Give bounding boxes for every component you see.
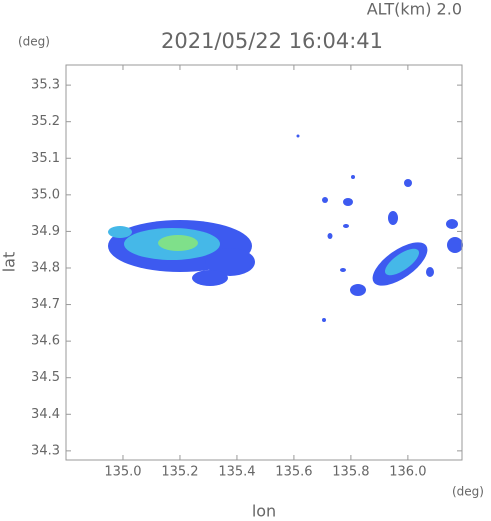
- y-tick-label: 35.2: [31, 114, 60, 129]
- echoes: [108, 134, 463, 322]
- plot-frame: [65, 64, 463, 461]
- x-tick-label: 135.4: [218, 465, 255, 480]
- y-tick-label: 35.0: [31, 187, 60, 202]
- altitude-label: ALT(km) 2.0: [367, 0, 462, 19]
- y-tick-label: 34.7: [31, 297, 60, 312]
- x-tick-label: 135.0: [104, 465, 141, 480]
- y-tick-label: 34.9: [31, 224, 60, 239]
- x-tick-label: 135.6: [275, 465, 312, 480]
- y-axis-label: lat: [0, 252, 19, 273]
- y-tick-label: 34.8: [31, 260, 60, 275]
- x-tick-label: 136.0: [389, 465, 426, 480]
- x-axis-label: lon: [252, 502, 276, 521]
- x-unit: (deg): [452, 485, 484, 499]
- y-tick-label: 35.1: [31, 151, 60, 166]
- y-unit: (deg): [18, 35, 50, 49]
- y-tick-label: 34.6: [31, 334, 60, 349]
- y-tick-label: 34.5: [31, 370, 60, 385]
- x-tick-label: 135.2: [161, 465, 198, 480]
- y-tick-label: 34.4: [31, 407, 60, 422]
- y-tick-label: 35.3: [31, 78, 60, 93]
- y-tick-label: 34.3: [31, 443, 60, 458]
- chart-title: 2021/05/22 16:04:41: [161, 29, 383, 53]
- x-tick-label: 135.8: [332, 465, 369, 480]
